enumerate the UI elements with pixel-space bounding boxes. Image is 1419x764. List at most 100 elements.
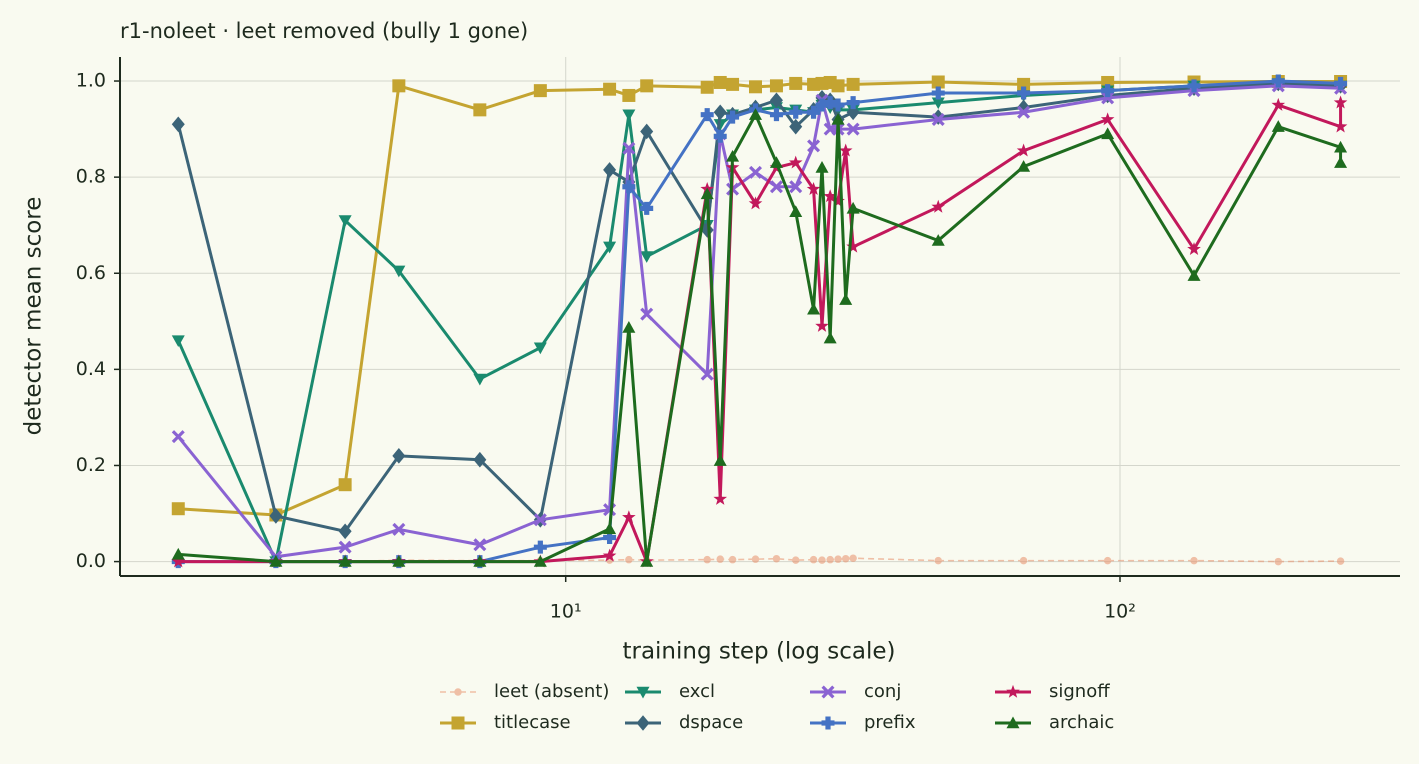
marker: [1006, 684, 1020, 698]
marker: [769, 108, 783, 122]
marker: [821, 716, 835, 730]
marker: [789, 118, 803, 135]
marker: [603, 241, 617, 254]
legend-label: archaic: [1049, 712, 1114, 733]
marker: [1101, 84, 1115, 98]
marker: [533, 540, 547, 554]
marker: [841, 554, 850, 563]
y-tick-label: 0.4: [76, 358, 106, 380]
marker: [473, 103, 487, 117]
legend: leet (absent) titlecase excl dspace conj pref…: [440, 681, 1114, 733]
series-line: [177, 84, 1341, 559]
marker: [640, 251, 654, 263]
marker: [622, 180, 636, 194]
marker: [769, 79, 783, 93]
marker: [1274, 557, 1283, 566]
marker: [473, 451, 487, 468]
marker: [473, 538, 487, 552]
marker: [769, 92, 783, 109]
marker: [533, 555, 547, 567]
series-line: [178, 79, 1341, 564]
marker: [1334, 156, 1348, 168]
series-line: [176, 81, 1341, 533]
series-line: [178, 111, 1343, 564]
series-line: [178, 80, 1341, 517]
grid: 0.0 0.2 0.4 0.6 0.8 1.0 10¹ 10²: [76, 57, 1400, 623]
y-tick-label: 0.6: [76, 262, 106, 284]
marker: [839, 293, 853, 305]
marker: [807, 139, 821, 153]
marker: [338, 215, 352, 227]
marker: [713, 129, 727, 143]
marker: [818, 556, 826, 564]
marker: [392, 555, 406, 567]
marker: [533, 84, 547, 98]
marker: [1336, 557, 1345, 565]
marker: [749, 80, 763, 94]
marker: [1103, 556, 1112, 565]
marker: [713, 491, 728, 505]
marker: [748, 196, 763, 210]
marker: [454, 688, 462, 696]
marker: [392, 522, 406, 536]
marker: [451, 716, 465, 730]
marker: [823, 331, 837, 344]
marker: [703, 555, 711, 564]
legend-label: signoff: [1049, 681, 1110, 702]
plot-area: [171, 74, 1348, 569]
marker: [749, 165, 763, 179]
marker: [269, 555, 283, 567]
marker: [831, 79, 845, 93]
legend-item: [995, 684, 1031, 698]
marker: [636, 686, 650, 699]
marker: [700, 187, 714, 200]
marker: [1271, 97, 1286, 111]
marker: [815, 161, 829, 173]
marker: [602, 548, 617, 562]
marker: [269, 508, 283, 524]
marker: [846, 201, 860, 214]
marker: [1187, 269, 1201, 281]
marker: [603, 162, 617, 178]
marker: [622, 510, 636, 524]
marker: [823, 189, 837, 203]
marker: [171, 335, 185, 348]
marker: [769, 180, 783, 194]
marker: [728, 555, 737, 564]
marker: [931, 199, 946, 213]
marker: [392, 448, 406, 464]
marker: [1333, 95, 1348, 109]
marker: [1187, 242, 1201, 256]
marker: [934, 556, 942, 565]
marker: [1271, 74, 1285, 88]
marker: [171, 430, 185, 444]
marker: [806, 182, 821, 195]
marker: [603, 522, 617, 535]
marker: [772, 554, 781, 563]
marker: [846, 239, 860, 253]
marker: [809, 555, 818, 564]
marker: [1334, 140, 1348, 153]
marker: [622, 109, 636, 122]
marker: [831, 98, 845, 112]
marker: [1100, 112, 1115, 126]
marker: [726, 149, 740, 162]
series-line: [176, 81, 1341, 567]
marker: [338, 555, 352, 567]
legend-item: [440, 716, 476, 730]
marker: [846, 96, 860, 110]
marker: [931, 86, 945, 100]
marker: [931, 97, 945, 110]
series: [171, 78, 1348, 569]
marker: [473, 555, 487, 567]
x-axis-label: training step (log scale): [622, 639, 895, 665]
marker: [1017, 160, 1031, 172]
marker: [1334, 76, 1348, 90]
marker: [726, 110, 740, 124]
marker: [338, 523, 352, 540]
legend-label: prefix: [864, 712, 916, 733]
chart-title: r1-noleet · leet removed (bully 1 gone): [120, 19, 528, 43]
marker: [700, 367, 714, 381]
marker: [831, 194, 845, 207]
